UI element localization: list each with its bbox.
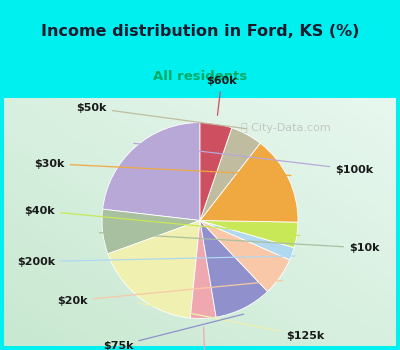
Text: $125k: $125k xyxy=(139,303,324,341)
Text: $150k: $150k xyxy=(186,327,224,350)
Wedge shape xyxy=(200,220,294,260)
Wedge shape xyxy=(190,220,216,318)
Wedge shape xyxy=(200,220,298,248)
Text: ⓘ City-Data.com: ⓘ City-Data.com xyxy=(241,123,331,133)
Wedge shape xyxy=(103,122,200,220)
Text: $40k: $40k xyxy=(24,206,300,236)
Wedge shape xyxy=(200,128,260,220)
Wedge shape xyxy=(108,220,200,318)
Text: $10k: $10k xyxy=(100,233,380,253)
Text: All residents: All residents xyxy=(153,70,247,83)
Wedge shape xyxy=(200,220,268,317)
Wedge shape xyxy=(200,122,232,220)
Wedge shape xyxy=(200,220,290,292)
Text: $50k: $50k xyxy=(76,103,247,129)
Text: $20k: $20k xyxy=(57,280,282,306)
Text: $200k: $200k xyxy=(17,256,295,267)
Text: Income distribution in Ford, KS (%): Income distribution in Ford, KS (%) xyxy=(41,24,359,39)
Wedge shape xyxy=(102,209,200,254)
Text: $100k: $100k xyxy=(134,143,373,175)
Wedge shape xyxy=(200,143,298,222)
Text: $60k: $60k xyxy=(206,76,237,115)
Text: $30k: $30k xyxy=(34,159,291,175)
Text: $75k: $75k xyxy=(103,314,244,350)
